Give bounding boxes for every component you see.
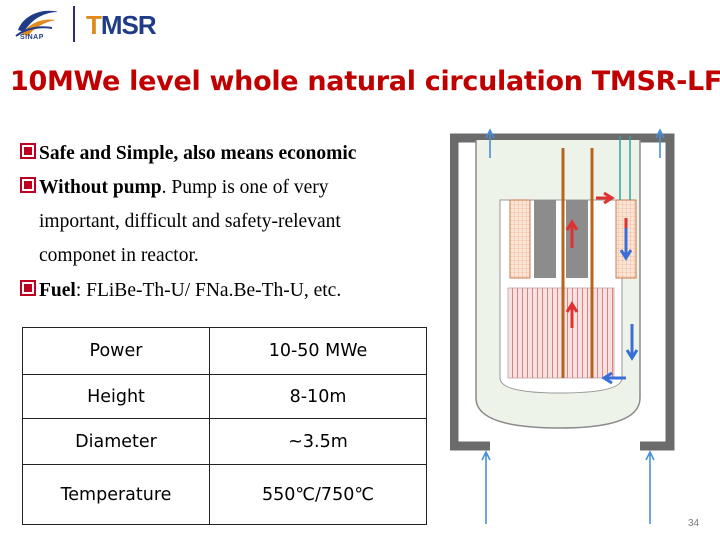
bullet-2-rest: . Pump is one of very — [161, 177, 329, 198]
cold-flow-arrow-icon — [625, 324, 639, 361]
air-flow-arrow-icon — [645, 450, 655, 524]
air-flow-arrow-icon — [481, 450, 491, 524]
bullet-3-lead: Fuel — [39, 280, 76, 301]
air-flow-arrow-icon — [485, 128, 495, 158]
bullet-marker-icon — [20, 177, 36, 193]
bullet-2: Without pump. Pump is one of very — [20, 177, 328, 199]
bullet-1-text: Safe and Simple, also means economic — [39, 143, 357, 164]
cold-flow-arrow-icon — [619, 228, 633, 261]
bullet-2-line-3: componet in reactor. — [39, 245, 199, 266]
bullet-2-lead: Without pump — [39, 177, 162, 198]
tmsr-logo-t: T — [86, 10, 102, 40]
table-row: Diameter ~3.5m — [22, 418, 427, 465]
spec-table: Power 10-50 MWe Height 8-10m Diameter ~3… — [22, 327, 427, 525]
bullet-3-rest: : FLiBe-Th-U/ FNa.Be-Th-U, etc. — [75, 280, 342, 301]
plenum-block-left — [534, 200, 556, 278]
air-flow-arrow-icon — [655, 128, 665, 158]
bullet-marker-icon — [20, 143, 36, 159]
hot-flow-arrow-icon — [565, 301, 579, 328]
cold-flow-arrow-icon — [601, 371, 626, 385]
hot-flow-arrow-icon — [596, 191, 615, 205]
page-title: 10MWe level whole natural circulation TM… — [10, 66, 720, 97]
table-cell-value: 10-50 MWe — [209, 327, 427, 375]
table-row: Temperature 550℃/750℃ — [22, 464, 427, 525]
tmsr-logo: TMSR — [86, 10, 157, 40]
table-cell-param: Power — [22, 327, 210, 375]
table-cell-value: 8-10m — [209, 374, 427, 419]
reactor-core — [507, 287, 615, 379]
bullet-3: Fuel: FLiBe-Th-U/ FNa.Be-Th-U, etc. — [20, 280, 341, 302]
page-number: 34 — [688, 518, 700, 529]
logo-divider — [73, 6, 75, 42]
sinap-logo-icon — [15, 10, 58, 37]
vessel-outer-wall — [450, 133, 675, 451]
vessel-bottom-gap — [490, 428, 640, 458]
heat-exchanger-left — [509, 199, 531, 279]
table-cell-value: 550℃/750℃ — [209, 464, 427, 525]
table-row: Power 10-50 MWe — [22, 327, 427, 375]
sinap-logo-text: SINAP — [20, 34, 44, 41]
bullet-1: Safe and Simple, also means economic — [20, 143, 356, 165]
reactor-schematic — [450, 128, 675, 524]
hot-flow-arrow-icon — [565, 219, 579, 248]
bullet-marker-icon — [20, 280, 36, 296]
table-cell-param: Height — [22, 374, 210, 419]
table-cell-param: Temperature — [22, 464, 210, 525]
plenum-block-mid — [566, 200, 588, 278]
bullet-2-line-2: important, difficult and safety-relevant — [39, 211, 341, 232]
table-cell-value: ~3.5m — [209, 418, 427, 465]
table-cell-param: Diameter — [22, 418, 210, 465]
table-row: Height 8-10m — [22, 374, 427, 419]
